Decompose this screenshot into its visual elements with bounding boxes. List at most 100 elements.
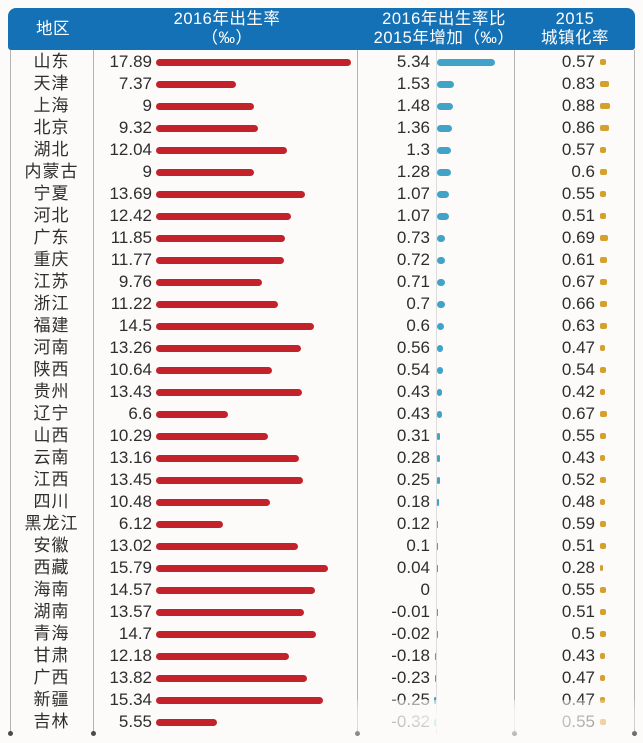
urbanization-bar	[600, 235, 608, 241]
urbanization-value: 0.61	[561, 250, 595, 269]
table-row: 湖南 13.57 -0.01 0.51	[0, 601, 643, 623]
birth-rate-value: 7.37	[118, 74, 152, 93]
birth-rate-value: 13.69	[109, 184, 152, 203]
table-row: 上海 9 1.48 0.88	[0, 95, 643, 117]
increase-bar	[437, 476, 440, 484]
birth-rate-value: 14.57	[109, 580, 152, 599]
increase-value: 1.07	[396, 206, 430, 225]
urbanization-bar	[600, 125, 610, 131]
birth-rate-bar	[156, 454, 300, 462]
birth-rate-value: 14.5	[118, 316, 152, 335]
birth-rate-value: 11.77	[110, 250, 152, 269]
birth-rate-bar	[156, 608, 304, 616]
urbanization-value: 0.52	[561, 470, 595, 489]
increase-value: 0.1	[406, 536, 430, 555]
urbanization-bar	[600, 367, 606, 373]
birth-rate-value: 12.18	[109, 646, 152, 665]
birth-rate-bar	[156, 388, 303, 396]
birth-rate-value: 10.29	[109, 426, 152, 445]
column-divider-birth	[357, 50, 358, 734]
birth-rate-bar	[156, 520, 223, 528]
birth-rate-bar	[156, 564, 329, 572]
table-row: 山东 17.89 5.34 0.57	[0, 51, 643, 73]
line-end-dot	[632, 731, 637, 736]
region-label: 河北	[33, 206, 70, 225]
table-header: 地区 2016年出生率 （‰） 2016年出生率比 2015年增加（‰） 201…	[8, 8, 635, 50]
region-label: 福建	[33, 316, 70, 335]
birth-rate-value: 9.76	[118, 272, 152, 291]
urbanization-value: 0.57	[561, 52, 595, 71]
birth-rate-bar	[156, 586, 315, 594]
birth-rate-value: 12.04	[109, 140, 152, 159]
increase-bar	[437, 58, 496, 66]
urbanization-bar	[600, 191, 606, 197]
increase-value: 0.73	[396, 228, 430, 247]
increase-value: 1.3	[406, 140, 430, 159]
increase-bar	[437, 80, 454, 88]
region-label: 江西	[33, 470, 70, 489]
birth-rate-value: 13.43	[109, 382, 152, 401]
urbanization-bar	[600, 609, 606, 615]
table-row: 海南 14.57 0 0.55	[0, 579, 643, 601]
increase-value: 0.7	[406, 294, 430, 313]
increase-bar	[437, 388, 442, 396]
table-row: 河南 13.26 0.56 0.47	[0, 337, 643, 359]
increase-value: -0.18	[391, 646, 430, 665]
increase-value: -0.23	[391, 668, 430, 687]
increase-value: 0.56	[396, 338, 430, 357]
birth-rate-value: 5.55	[118, 712, 152, 731]
urbanization-bar	[600, 257, 607, 263]
increase-value: 0.43	[396, 404, 430, 423]
birth-rate-value: 6.6	[128, 404, 152, 423]
region-label: 新疆	[33, 690, 70, 709]
birth-rate-bar	[156, 80, 237, 88]
table-row: 江苏 9.76 0.71 0.67	[0, 271, 643, 293]
region-label: 辽宁	[33, 404, 70, 423]
birth-rate-bar	[156, 300, 279, 308]
birth-rate-bar	[156, 168, 255, 176]
increase-bar	[437, 344, 444, 352]
urbanization-value: 0.69	[561, 228, 595, 247]
region-label: 贵州	[33, 382, 70, 401]
increase-bar	[437, 278, 445, 286]
region-label: 广西	[33, 668, 70, 687]
line-end-dot	[91, 731, 96, 736]
urbanization-bar	[600, 543, 606, 549]
birth-rate-value: 13.57	[109, 602, 152, 621]
birth-rate-value: 13.02	[109, 536, 152, 555]
increase-bar	[437, 410, 442, 418]
region-label: 天津	[33, 74, 70, 93]
birth-rate-bar	[156, 102, 255, 110]
increase-value: 1.07	[396, 184, 430, 203]
birth-rate-bar	[156, 58, 351, 66]
birth-rate-value: 13.82	[109, 668, 152, 687]
increase-value: -0.01	[391, 602, 430, 621]
table-border-left	[10, 50, 11, 734]
birth-rate-bar	[156, 630, 317, 638]
table-row: 黑龙江 6.12 0.12 0.59	[0, 513, 643, 535]
column-divider-region	[93, 50, 94, 734]
table-row: 广东 11.85 0.73 0.69	[0, 227, 643, 249]
increase-value: 0.43	[396, 382, 430, 401]
increase-bar	[437, 234, 445, 242]
line-end-dot	[355, 731, 360, 736]
urbanization-value: 0.48	[561, 492, 595, 511]
urbanization-bar	[600, 587, 606, 593]
urbanization-value: 0.43	[561, 448, 595, 467]
region-label: 北京	[33, 118, 70, 137]
urbanization-bar	[600, 59, 607, 65]
table-row: 西藏 15.79 0.04 0.28	[0, 557, 643, 579]
birth-rate-bar	[156, 696, 324, 704]
increase-axis-line	[436, 50, 437, 734]
table-row: 吉林 5.55 -0.32 0.55	[0, 711, 643, 733]
region-label: 湖北	[33, 140, 70, 159]
increase-value: 0.18	[396, 492, 430, 511]
increase-bar	[437, 322, 444, 330]
region-label: 青海	[33, 624, 70, 643]
column-header-birth-line1: 2016年出生率	[173, 10, 281, 28]
birth-rate-value: 9.32	[118, 118, 152, 137]
table-row: 新疆 15.34 -0.25 0.47	[0, 689, 643, 711]
increase-bar	[437, 212, 449, 220]
increase-value: 0.28	[396, 448, 430, 467]
birth-rate-value: 6.12	[118, 514, 152, 533]
